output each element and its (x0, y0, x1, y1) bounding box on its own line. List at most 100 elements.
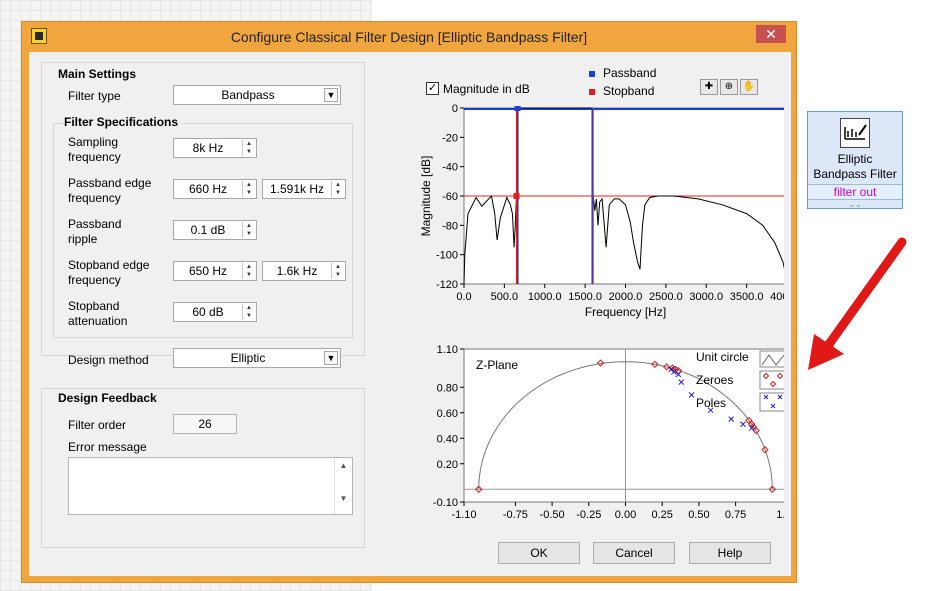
zplane-title: Z-Plane (476, 358, 518, 372)
filter-vi-icon (840, 118, 870, 148)
x-tick-label: 1500.0 (568, 291, 602, 303)
stopband-attenuation-input[interactable]: 60 dB ▲ ▼ (173, 302, 257, 322)
title-bar[interactable]: Configure Classical Filter Design [Ellip… (22, 22, 796, 52)
design-method-label: Design method (68, 353, 149, 367)
spinner-icon[interactable]: ▲ ▼ (242, 222, 255, 238)
spinner-icon[interactable]: ▲ ▼ (242, 263, 255, 279)
y-tick-label: -60 (442, 191, 458, 203)
legend-stopband: Stopband (589, 84, 654, 98)
y-tick-label: 0.40 (437, 433, 458, 445)
filter-out-terminal[interactable]: filter out (808, 184, 902, 199)
y-tick-label: 0 (452, 103, 458, 115)
error-message-field[interactable]: ▲ ▼ (68, 457, 353, 515)
stopband-marker (513, 193, 520, 199)
legend-zero-glyph (769, 380, 777, 388)
pan-hand-icon[interactable]: ✋ (740, 79, 758, 95)
legend-pole-glyph (777, 394, 783, 400)
annotation-arrow (808, 237, 907, 370)
x-tick-label: -0.75 (503, 509, 528, 521)
unit-circle (478, 361, 773, 490)
y-tick-label: 0.20 (437, 459, 458, 471)
passband-marker (514, 106, 521, 111)
sampling-frequency-input[interactable]: 8k Hz ▲ ▼ (173, 138, 257, 158)
design-method-combo[interactable]: Elliptic ▼ (173, 348, 341, 368)
x-tick-label: 2000.0 (609, 291, 643, 303)
spinner-icon[interactable]: ▲ ▼ (242, 304, 255, 320)
filter-order-label: Filter order (68, 418, 127, 432)
magnitude-db-checkbox[interactable]: ✓ (426, 82, 439, 95)
x-tick-label: 2500.0 (649, 291, 683, 303)
legend-zero-glyph (762, 372, 770, 380)
pole-point (671, 369, 677, 375)
error-message-label: Error message (68, 440, 147, 454)
chevron-down-icon[interactable]: ▼ (324, 351, 338, 365)
passband-ripple-input[interactable]: 0.1 dB ▲ ▼ (173, 220, 257, 240)
x-tick-label: -0.25 (576, 509, 601, 521)
zero-point (748, 420, 756, 428)
x-tick-label: 0.25 (651, 509, 672, 521)
cancel-button[interactable]: Cancel (593, 542, 675, 564)
design-method-value: Elliptic (230, 351, 266, 365)
passband-ripple-label: Passband ripple (68, 217, 122, 246)
filter-specs-heading: Filter Specifications (64, 115, 182, 130)
x-tick-label: 4000.0 (770, 291, 784, 303)
magnitude-db-label: Magnitude in dB (443, 82, 530, 96)
zero-point (745, 416, 753, 425)
elliptic-bandpass-vi-node[interactable]: Elliptic Bandpass Filter filter out ⌄⌄ (807, 111, 903, 209)
pole-point (707, 407, 714, 414)
x-tick-label: 0.75 (725, 509, 746, 521)
vi-node-line1: Elliptic (837, 152, 873, 166)
chevron-down-icon[interactable]: ▼ (324, 88, 338, 102)
x-tick-label: 0.0 (456, 291, 471, 303)
zero-point (768, 485, 777, 493)
vi-node-line2: Bandpass Filter (813, 167, 897, 181)
dialog-client: Main Settings Filter type Bandpass ▼ Fil… (29, 52, 791, 576)
pole-point (688, 392, 695, 398)
help-button[interactable]: Help (689, 542, 771, 564)
y-tick-label: -20 (442, 132, 458, 144)
legend-unit-circle-label: Unit circle (696, 350, 749, 364)
spinner-icon[interactable]: ▲ ▼ (331, 263, 344, 279)
zero-point (761, 446, 769, 454)
pole-point (728, 416, 735, 422)
sampling-label: Sampling frequency (68, 135, 121, 164)
stopband-edge-low-input[interactable]: 650 Hz ▲ ▼ (173, 261, 257, 281)
zero-point (662, 363, 671, 371)
legend-zero-glyph (776, 372, 784, 380)
zero-point (474, 485, 483, 493)
stopband-edge-high-input[interactable]: 1.6k Hz ▲ ▼ (262, 261, 346, 281)
spinner-icon[interactable]: ▲ ▼ (242, 181, 255, 197)
ok-button[interactable]: OK (498, 542, 580, 564)
zoom-tool-icon[interactable]: ⊕ (720, 79, 738, 95)
legend-zeroes-label: Zeroes (696, 373, 733, 387)
y-tick-label: -0.10 (433, 497, 458, 509)
main-settings-heading: Main Settings (58, 67, 137, 81)
expand-chevron-icon[interactable]: ⌄⌄ (808, 199, 902, 210)
spinner-icon[interactable]: ▲ ▼ (331, 181, 344, 197)
pole-point (675, 371, 682, 378)
x-tick-label: 3500.0 (730, 291, 764, 303)
spinner-icon[interactable]: ▲ ▼ (242, 140, 255, 156)
legend-unit-circle-glyph (761, 354, 784, 366)
close-button[interactable]: ✕ (756, 25, 786, 43)
zplane-plot[interactable]: 1.10 0.80 0.60 0.40 0.20 -0.10-1.10 -0.75 -0.50… (384, 340, 784, 530)
zero-point (752, 426, 760, 435)
filter-type-combo[interactable]: Bandpass ▼ (173, 85, 341, 105)
passband-edge-low-input[interactable]: 660 Hz ▲ ▼ (173, 179, 257, 199)
cursor-tool-icon[interactable]: ✚ (700, 79, 718, 95)
y-tick-label: 0.80 (437, 382, 458, 394)
y-tick-label: -100 (436, 250, 458, 262)
passband-edge-high-input[interactable]: 1.591k Hz ▲ ▼ (262, 179, 346, 199)
x-tick-label: 0.50 (688, 509, 709, 521)
pole-point (678, 379, 685, 386)
window-title: Configure Classical Filter Design [Ellip… (230, 29, 588, 45)
y-tick-label: 1.10 (437, 344, 458, 356)
passband-edge-label: Passband edge frequency (68, 176, 152, 205)
filter-specs-group (53, 123, 353, 338)
x-tick-label: 500.0 (491, 291, 519, 303)
x-tick-label: -0.50 (540, 509, 565, 521)
scrollbar[interactable]: ▲ ▼ (334, 458, 352, 514)
legend-pole-glyph (763, 394, 769, 400)
pole-point (740, 421, 746, 428)
